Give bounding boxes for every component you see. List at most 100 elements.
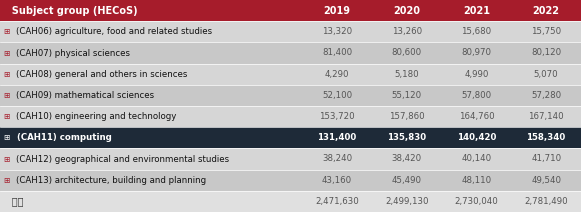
Text: 13,260: 13,260	[392, 27, 422, 36]
Bar	[372, 148, 442, 170]
Text: 80,970: 80,970	[461, 49, 492, 57]
Text: 81,400: 81,400	[322, 49, 352, 57]
Bar	[0, 148, 302, 170]
Bar	[302, 127, 372, 148]
Text: 38,420: 38,420	[392, 155, 422, 163]
Text: 2,781,490: 2,781,490	[524, 197, 568, 206]
Text: 57,280: 57,280	[531, 91, 561, 100]
Bar	[0, 64, 302, 85]
Bar	[511, 85, 581, 106]
Text: ⊞: ⊞	[3, 176, 10, 185]
Text: 131,400: 131,400	[317, 133, 357, 142]
Text: 2,730,040: 2,730,040	[454, 197, 498, 206]
Bar	[0, 106, 302, 127]
Bar	[302, 170, 372, 191]
Text: 13,320: 13,320	[322, 27, 352, 36]
Bar	[302, 191, 372, 212]
Text: 48,110: 48,110	[461, 176, 492, 185]
Bar	[372, 191, 442, 212]
Text: (CAH13) architecture, building and planning: (CAH13) architecture, building and plann…	[5, 176, 206, 185]
Text: (CAH12) geographical and environmental studies: (CAH12) geographical and environmental s…	[5, 155, 229, 163]
Bar	[372, 0, 442, 21]
Text: (CAH06) agriculture, food and related studies: (CAH06) agriculture, food and related st…	[5, 27, 211, 36]
Bar	[511, 64, 581, 85]
Bar	[442, 64, 511, 85]
Text: 15,750: 15,750	[531, 27, 561, 36]
Bar	[442, 21, 511, 42]
Bar	[302, 21, 372, 42]
Text: 4,290: 4,290	[325, 70, 349, 79]
Text: 40,140: 40,140	[461, 155, 492, 163]
Bar	[372, 42, 442, 64]
Text: 2020: 2020	[393, 6, 420, 16]
Bar	[302, 106, 372, 127]
Bar	[0, 170, 302, 191]
Text: (CAH11) computing: (CAH11) computing	[5, 133, 112, 142]
Text: 2,471,630: 2,471,630	[315, 197, 359, 206]
Text: Subject group (HECoS): Subject group (HECoS)	[5, 6, 137, 16]
Text: 164,760: 164,760	[458, 112, 494, 121]
Text: 157,860: 157,860	[389, 112, 425, 121]
Bar	[0, 85, 302, 106]
Text: 45,490: 45,490	[392, 176, 422, 185]
Text: 2022: 2022	[533, 6, 560, 16]
Bar	[0, 191, 302, 212]
Text: 135,830: 135,830	[387, 133, 426, 142]
Text: 52,100: 52,100	[322, 91, 352, 100]
Bar	[0, 42, 302, 64]
Bar	[511, 42, 581, 64]
Text: 167,140: 167,140	[528, 112, 564, 121]
Text: 158,340: 158,340	[526, 133, 566, 142]
Text: 5,180: 5,180	[394, 70, 419, 79]
Text: ⊞: ⊞	[3, 112, 10, 121]
Text: 2019: 2019	[324, 6, 350, 16]
Bar	[0, 21, 302, 42]
Text: ⊞: ⊞	[3, 155, 10, 163]
Text: (CAH07) physical sciences: (CAH07) physical sciences	[5, 49, 130, 57]
Text: 2021: 2021	[463, 6, 490, 16]
Text: 153,720: 153,720	[319, 112, 355, 121]
Bar	[511, 127, 581, 148]
Bar	[372, 85, 442, 106]
Bar	[302, 0, 372, 21]
Text: 41,710: 41,710	[531, 155, 561, 163]
Bar	[372, 21, 442, 42]
Text: 49,540: 49,540	[531, 176, 561, 185]
Bar	[511, 170, 581, 191]
Text: 5,070: 5,070	[534, 70, 558, 79]
Bar	[511, 0, 581, 21]
Text: ⊞: ⊞	[3, 70, 10, 79]
Bar	[511, 148, 581, 170]
Text: 55,120: 55,120	[392, 91, 422, 100]
Text: (CAH08) general and others in sciences: (CAH08) general and others in sciences	[5, 70, 187, 79]
Bar	[511, 191, 581, 212]
Text: (CAH10) engineering and technology: (CAH10) engineering and technology	[5, 112, 176, 121]
Bar	[302, 148, 372, 170]
Text: 57,800: 57,800	[461, 91, 492, 100]
Text: 4,990: 4,990	[464, 70, 489, 79]
Bar	[302, 42, 372, 64]
Bar	[442, 42, 511, 64]
Text: 15,680: 15,680	[461, 27, 492, 36]
Text: (CAH09) mathematical sciences: (CAH09) mathematical sciences	[5, 91, 154, 100]
Text: 2,499,130: 2,499,130	[385, 197, 428, 206]
Bar	[372, 64, 442, 85]
Bar	[442, 148, 511, 170]
Bar	[0, 127, 302, 148]
Bar	[302, 85, 372, 106]
Bar	[372, 170, 442, 191]
Bar	[442, 106, 511, 127]
Bar	[442, 191, 511, 212]
Text: 80,600: 80,600	[392, 49, 422, 57]
Text: ⊞: ⊞	[3, 49, 10, 57]
Text: 80,120: 80,120	[531, 49, 561, 57]
Bar	[511, 21, 581, 42]
Text: ⊞: ⊞	[3, 91, 10, 100]
Bar	[0, 0, 302, 21]
Text: 140,420: 140,420	[457, 133, 496, 142]
Text: ⊞: ⊞	[3, 133, 10, 142]
Text: ⊞: ⊞	[3, 27, 10, 36]
Bar	[442, 170, 511, 191]
Text: 43,160: 43,160	[322, 176, 352, 185]
Bar	[302, 64, 372, 85]
